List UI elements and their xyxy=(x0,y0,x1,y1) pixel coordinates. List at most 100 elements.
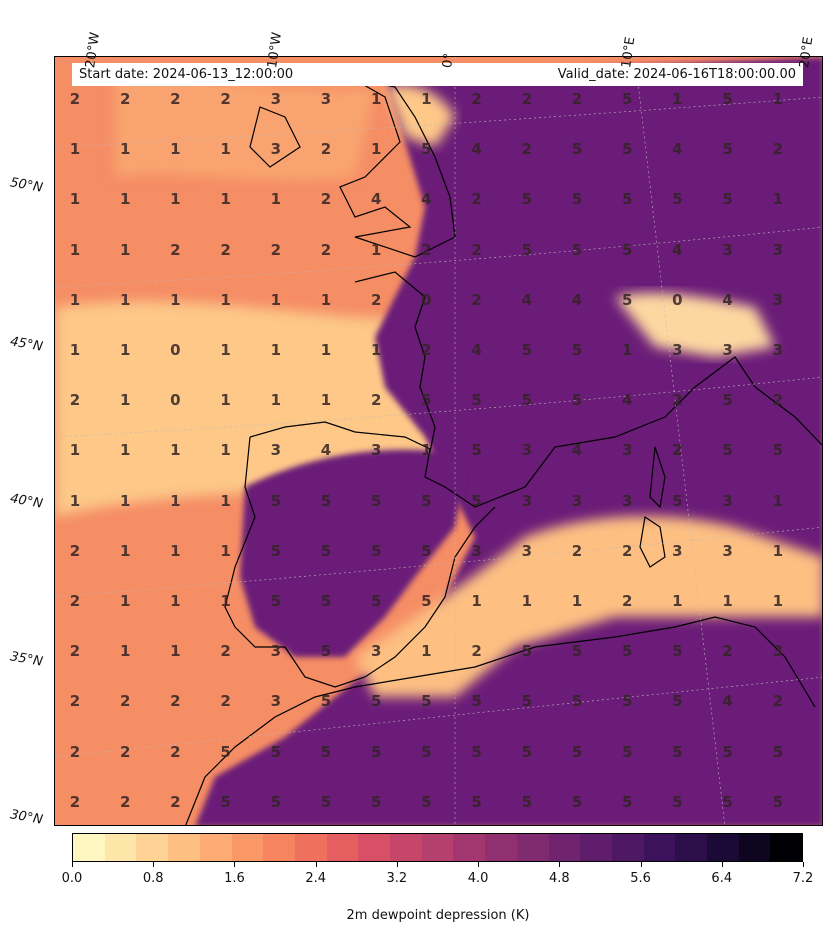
lat-label-45n: 45°N xyxy=(8,334,44,355)
grid-value: 2 xyxy=(220,692,231,711)
grid-value: 5 xyxy=(220,792,231,811)
grid-value: 3 xyxy=(320,90,332,108)
grid-value: 2 xyxy=(119,90,131,108)
grid-value: 2 xyxy=(69,642,81,661)
corsica-coast xyxy=(649,446,666,509)
colorbar-swatch xyxy=(231,834,264,861)
grid-value: 4 xyxy=(672,240,683,259)
grid-value: 5 xyxy=(320,491,332,510)
grid-value: 5 xyxy=(621,240,633,259)
grid-value: 2 xyxy=(370,391,382,410)
grid-value: 2 xyxy=(69,792,81,811)
grid-value: 2 xyxy=(772,391,784,410)
grid-value: 1 xyxy=(69,190,81,209)
grid-value: 5 xyxy=(722,742,733,761)
grid-value: 1 xyxy=(119,290,131,309)
grid-value: 4 xyxy=(571,290,583,309)
grid-value: 1 xyxy=(772,592,784,610)
grid-value: 0 xyxy=(421,290,432,309)
valid-date-label: Valid_date: 2024-06-16T18:00:00.00 xyxy=(557,67,796,82)
grid-value: 2 xyxy=(521,140,533,159)
grid-value: 2 xyxy=(672,391,683,410)
grid-value: 1 xyxy=(220,290,231,309)
grid-value: 5 xyxy=(672,742,683,761)
grid-value: 5 xyxy=(571,792,583,811)
grid-value: 5 xyxy=(571,391,583,410)
grid-value: 2 xyxy=(621,592,633,610)
grid-value: 5 xyxy=(421,742,432,761)
grid-value: 1 xyxy=(370,140,382,159)
grid-value: 1 xyxy=(672,90,683,108)
grid-value: 3 xyxy=(270,441,282,460)
grid-value: 2 xyxy=(471,240,482,259)
colorbar-label: 2m dewpoint depression (K) xyxy=(346,908,530,923)
grid-value: 1 xyxy=(119,341,131,359)
grid-value: 5 xyxy=(772,792,784,811)
grid-value: 1 xyxy=(170,592,181,610)
grid-value: 3 xyxy=(471,541,482,560)
grid-value: 2 xyxy=(772,140,784,159)
grid-value: 1 xyxy=(119,441,131,460)
grid-value: 1 xyxy=(170,441,181,460)
grid-value: 3 xyxy=(621,491,633,510)
grid-value: 1 xyxy=(370,341,382,359)
graticule xyxy=(55,57,822,825)
grid-value: 5 xyxy=(320,742,332,761)
grid-value: 2 xyxy=(119,792,131,811)
grid-value: 5 xyxy=(370,541,382,560)
grid-value: 1 xyxy=(370,240,382,259)
colorbar-swatch xyxy=(770,834,803,861)
grid-value: 2 xyxy=(69,742,81,761)
grid-value: 5 xyxy=(471,391,482,410)
grid-value: 2 xyxy=(170,240,181,259)
grid-value: 1 xyxy=(270,341,282,359)
grid-value: 5 xyxy=(270,491,282,510)
grid-value: 5 xyxy=(571,642,583,661)
grid-value: 0 xyxy=(170,341,181,359)
grid-value: 1 xyxy=(421,90,432,108)
lon-label-0: 0° xyxy=(440,52,458,69)
grid-value: 1 xyxy=(69,441,81,460)
colorbar-tick xyxy=(559,862,561,867)
grid-value: 1 xyxy=(119,391,131,410)
grid-value: 3 xyxy=(772,290,784,309)
grid-value: 4 xyxy=(471,140,482,159)
england-moist xyxy=(385,84,455,147)
grid-value: 5 xyxy=(521,341,533,359)
grid-value: 2 xyxy=(170,692,181,711)
grid-value: 2 xyxy=(471,290,482,309)
colorbar-tick xyxy=(803,862,804,867)
grid-value: 3 xyxy=(370,441,382,460)
grid-value: 1 xyxy=(471,592,482,610)
colorbar-tick xyxy=(640,862,642,867)
grid-value: 5 xyxy=(722,441,733,460)
colorbar-tick xyxy=(478,862,480,867)
colorbar-tick-label: 0.8 xyxy=(142,871,164,886)
colorbar-swatch xyxy=(675,834,708,861)
date-info-bar: Start date: 2024-06-13_12:00:00 Valid_da… xyxy=(72,63,803,86)
ireland-coast xyxy=(249,106,301,168)
grid-value: 3 xyxy=(672,541,683,560)
grid-value: 1 xyxy=(220,541,231,560)
coastlines xyxy=(185,76,822,825)
grid-value: 2 xyxy=(320,240,332,259)
grid-value: 1 xyxy=(69,491,81,510)
colorbar-swatch xyxy=(168,834,200,861)
colorbar-swatch xyxy=(516,834,549,861)
grid-value: 5 xyxy=(722,190,733,209)
grid-value: 1 xyxy=(270,391,282,410)
grid-value: 5 xyxy=(521,190,533,209)
grid-value: 2 xyxy=(722,642,733,661)
colorbar-swatch xyxy=(104,834,137,861)
grid-value: 1 xyxy=(320,290,332,309)
grid-value: 2 xyxy=(69,692,81,711)
grid-value: 5 xyxy=(370,592,382,610)
grid-value: 5 xyxy=(571,240,583,259)
mediterranean-moist xyxy=(355,516,822,697)
britain-coast xyxy=(339,76,456,258)
colorbar-tick-label: 1.6 xyxy=(224,871,245,886)
grid-value: 5 xyxy=(672,642,683,661)
grid-value: 5 xyxy=(370,692,382,711)
grid-value: 3 xyxy=(370,642,382,661)
grid-value: 5 xyxy=(571,190,583,209)
